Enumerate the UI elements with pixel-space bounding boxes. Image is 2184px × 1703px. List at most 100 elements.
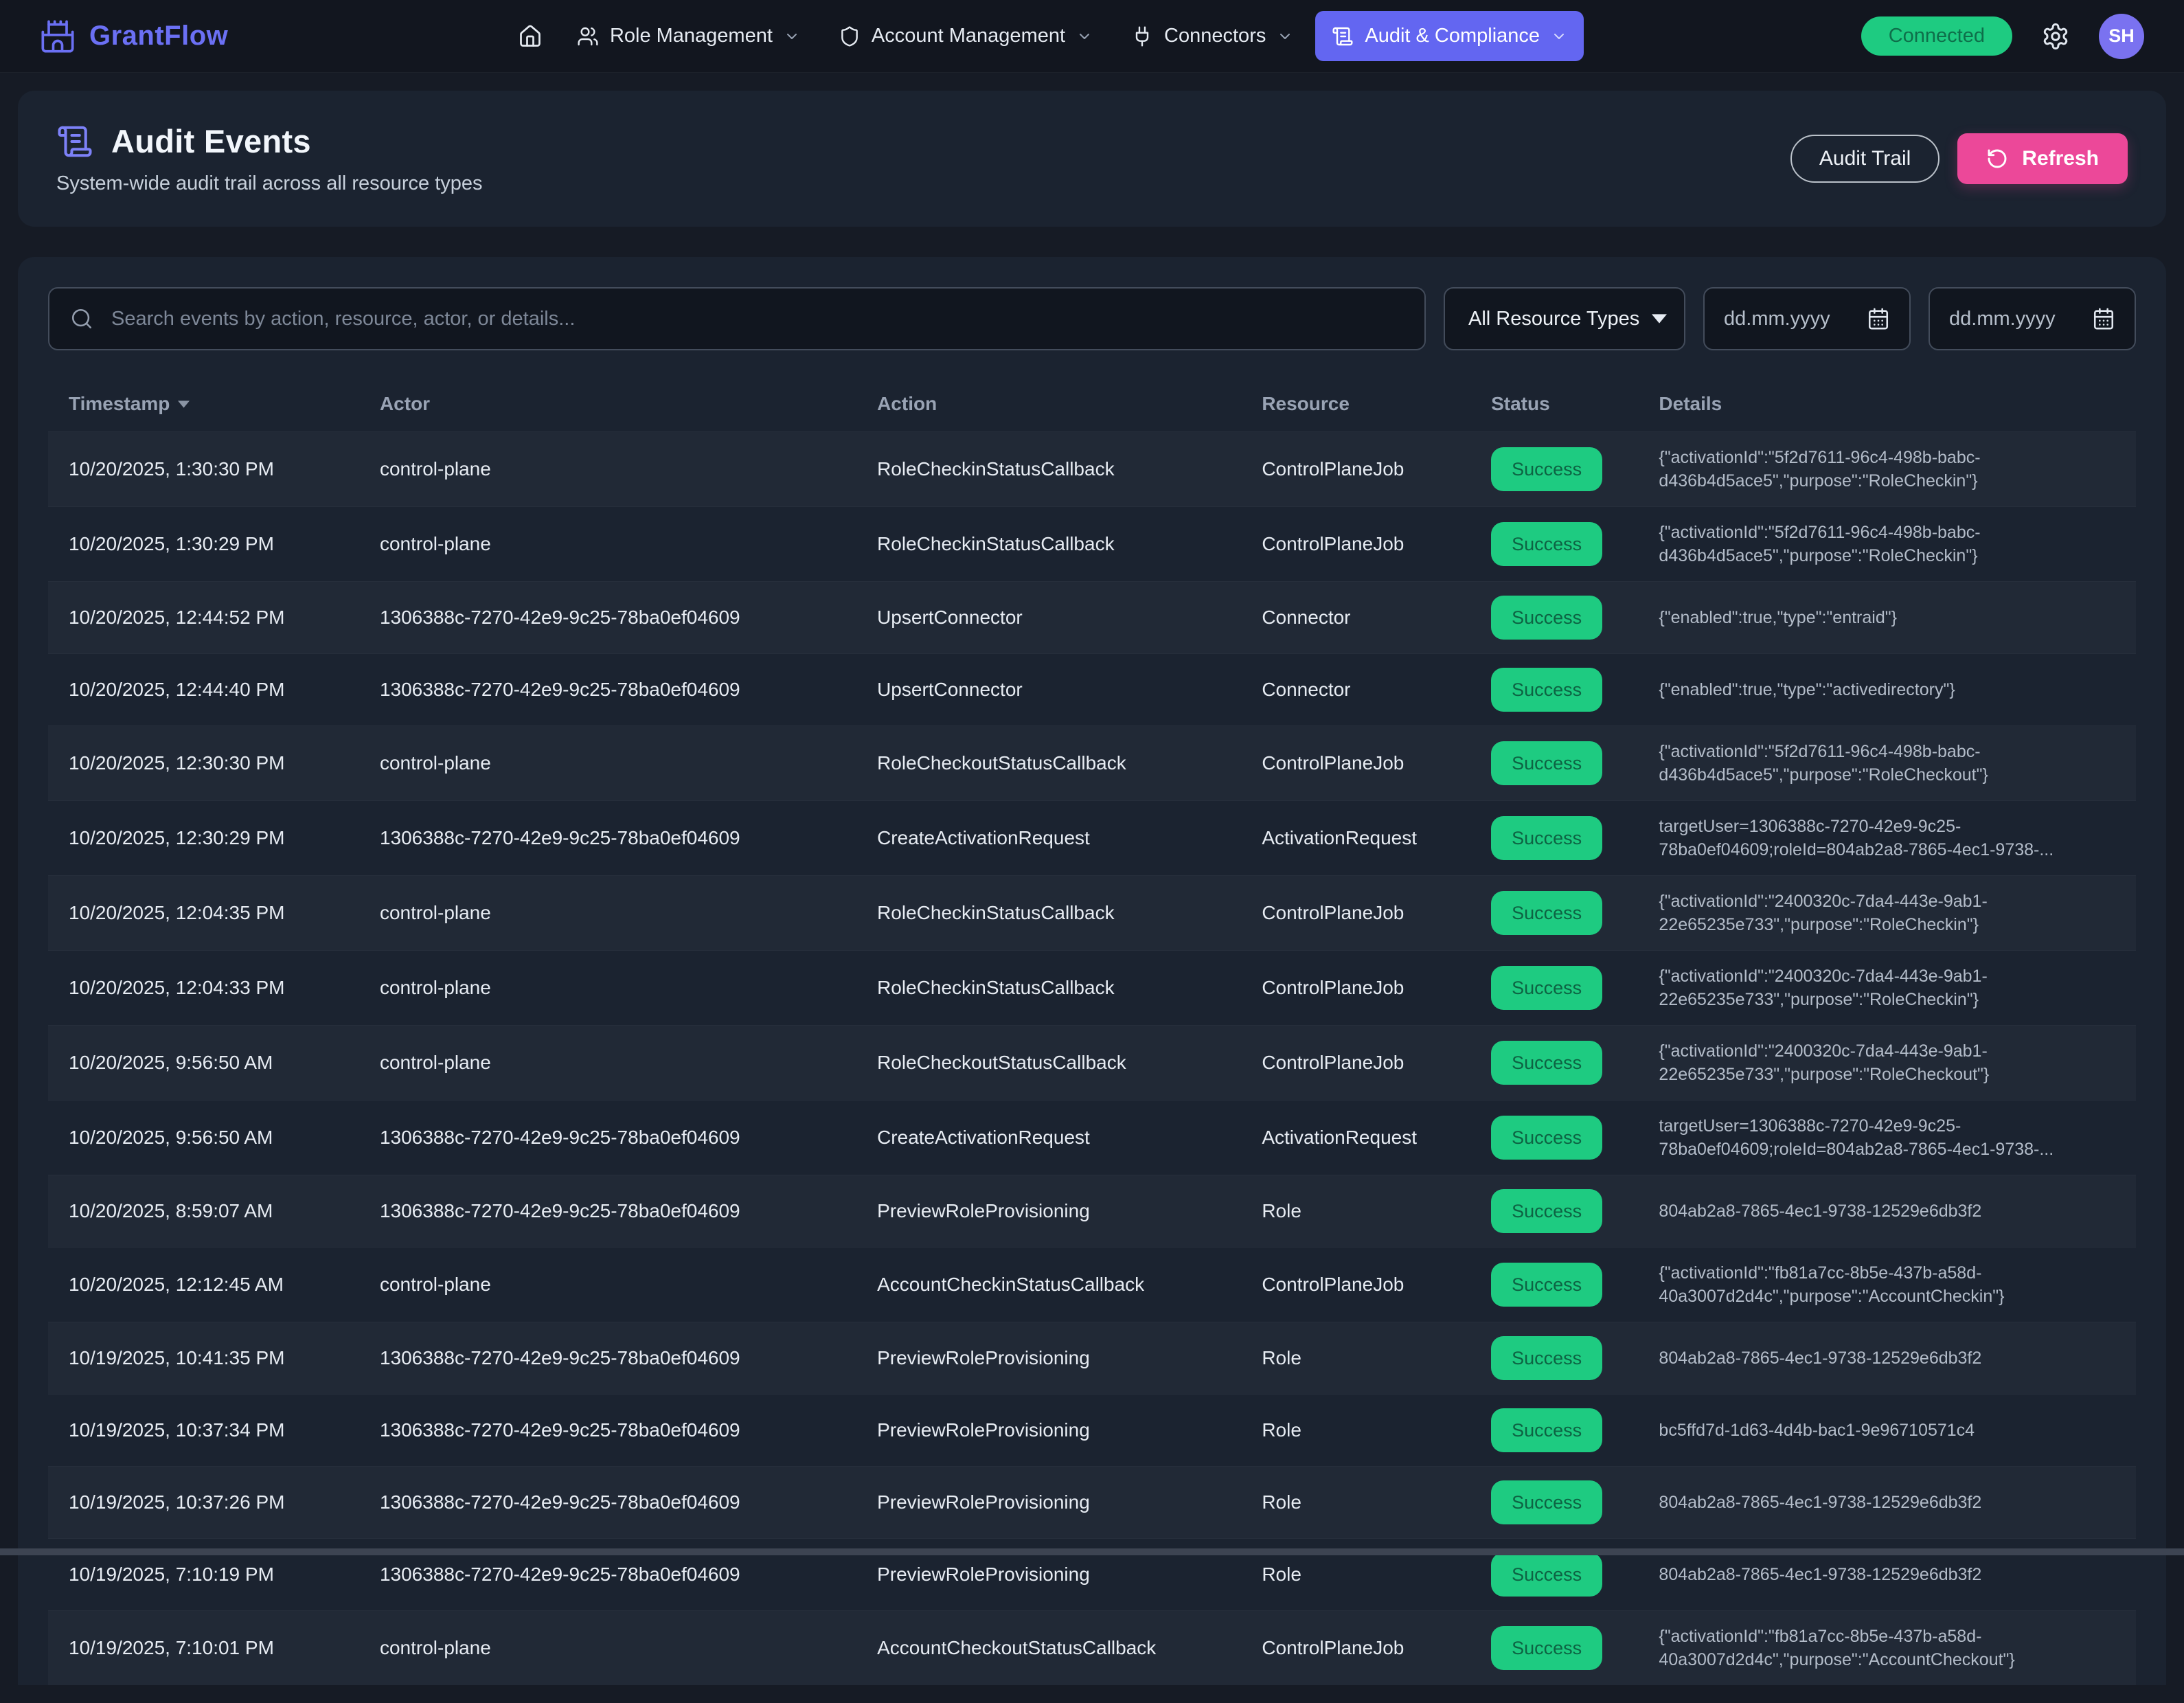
user-avatar[interactable]: SH — [2099, 14, 2144, 59]
search-box — [48, 287, 1426, 350]
column-header-resource: Resource — [1262, 393, 1491, 415]
cell-status: Success — [1491, 596, 1659, 640]
cell-action: CreateActivationRequest — [877, 1124, 1262, 1151]
status-badge: Success — [1491, 1626, 1602, 1670]
scroll-icon — [56, 123, 93, 160]
cell-timestamp: 10/19/2025, 7:10:01 PM — [69, 1634, 380, 1662]
cell-action: RoleCheckinStatusCallback — [877, 899, 1262, 927]
table-row: 10/20/2025, 12:12:45 AM control-plane Ac… — [48, 1247, 2136, 1322]
cell-actor: 1306388c-7270-42e9-9c25-78ba0ef04609 — [380, 676, 877, 703]
table-row: 10/20/2025, 9:56:50 AM 1306388c-7270-42e… — [48, 1100, 2136, 1175]
cell-resource: Role — [1262, 1344, 1491, 1372]
status-badge: Success — [1491, 1041, 1602, 1085]
horizontal-scrollbar[interactable] — [0, 1548, 2184, 1555]
cell-timestamp: 10/20/2025, 9:56:50 AM — [69, 1049, 380, 1076]
cell-timestamp: 10/19/2025, 10:37:34 PM — [69, 1417, 380, 1444]
nav-item-label: Account Management — [872, 25, 1065, 47]
cell-details: {"enabled":true,"type":"activedirectory"… — [1659, 678, 2115, 701]
cell-actor: control-plane — [380, 530, 877, 558]
cell-action: RoleCheckoutStatusCallback — [877, 1049, 1262, 1076]
brand-name: GrantFlow — [89, 21, 228, 52]
cell-resource: ActivationRequest — [1262, 1124, 1491, 1151]
status-badge: Success — [1491, 1480, 1602, 1524]
resource-type-select[interactable]: All Resource Types — [1444, 287, 1685, 350]
nav-right: Connected SH — [1861, 14, 2144, 59]
table-row: 10/20/2025, 12:44:40 PM 1306388c-7270-42… — [48, 653, 2136, 725]
cell-details: {"activationId":"5f2d7611-96c4-498b-babc… — [1659, 740, 2115, 787]
date-to-input[interactable]: dd.mm.yyyy — [1929, 287, 2136, 350]
refresh-button[interactable]: Refresh — [1957, 133, 2128, 184]
cell-resource: ControlPlaneJob — [1262, 455, 1491, 483]
cell-timestamp: 10/20/2025, 12:30:30 PM — [69, 749, 380, 777]
cell-action: CreateActivationRequest — [877, 824, 1262, 852]
status-badge: Success — [1491, 1553, 1602, 1597]
chevron-down-icon — [1076, 28, 1093, 45]
nav-item-connectors[interactable]: Connectors — [1115, 11, 1310, 61]
status-badge: Success — [1491, 668, 1602, 712]
refresh-icon — [1986, 148, 2008, 170]
filter-row: All Resource Types dd.mm.yyyy dd.mm.yyyy — [48, 287, 2136, 350]
cell-status: Success — [1491, 1336, 1659, 1380]
nav-item-account-management[interactable]: Account Management — [822, 11, 1109, 61]
status-badge: Success — [1491, 741, 1602, 785]
nav-item-audit-compliance[interactable]: Audit & Compliance — [1315, 11, 1584, 61]
column-header-status: Status — [1491, 393, 1659, 415]
cell-status: Success — [1491, 966, 1659, 1010]
brand-logo[interactable]: GrantFlow — [40, 19, 228, 54]
cell-details: 804ab2a8-7865-4ec1-9738-12529e6db3f2 — [1659, 1491, 2115, 1514]
nav-menu: Role Management Account Management Conne… — [505, 11, 1584, 61]
status-badge: Success — [1491, 1336, 1602, 1380]
cell-details: {"activationId":"2400320c-7da4-443e-9ab1… — [1659, 965, 2115, 1011]
column-header-timestamp[interactable]: Timestamp — [69, 393, 380, 415]
nav-item-label: Connectors — [1164, 25, 1266, 47]
settings-button[interactable] — [2041, 22, 2070, 51]
cell-action: AccountCheckinStatusCallback — [877, 1271, 1262, 1298]
page-title: Audit Events — [111, 122, 311, 160]
cell-timestamp: 10/20/2025, 12:12:45 AM — [69, 1271, 380, 1298]
cell-actor: 1306388c-7270-42e9-9c25-78ba0ef04609 — [380, 1197, 877, 1225]
column-header-details: Details — [1659, 393, 2115, 415]
home-icon — [518, 24, 543, 49]
nav-item-role-management[interactable]: Role Management — [560, 11, 817, 61]
table-row: 10/19/2025, 10:37:26 PM 1306388c-7270-42… — [48, 1466, 2136, 1538]
cell-status: Success — [1491, 1263, 1659, 1307]
connection-status-badge[interactable]: Connected — [1861, 16, 2012, 56]
cell-status: Success — [1491, 668, 1659, 712]
cell-status: Success — [1491, 1626, 1659, 1670]
resource-type-value: All Resource Types — [1468, 308, 1639, 330]
cell-actor: control-plane — [380, 974, 877, 1002]
page-title-row: Audit Events — [56, 122, 483, 160]
main-content: Audit Events System-wide audit trail acr… — [0, 73, 2184, 1703]
cell-timestamp: 10/19/2025, 10:41:35 PM — [69, 1344, 380, 1372]
audit-trail-button[interactable]: Audit Trail — [1790, 135, 1940, 183]
cell-status: Success — [1491, 1553, 1659, 1597]
cell-actor: 1306388c-7270-42e9-9c25-78ba0ef04609 — [380, 1124, 877, 1151]
table-row: 10/20/2025, 12:04:33 PM control-plane Ro… — [48, 950, 2136, 1025]
cell-status: Success — [1491, 1408, 1659, 1452]
cell-actor: 1306388c-7270-42e9-9c25-78ba0ef04609 — [380, 1417, 877, 1444]
cell-actor: control-plane — [380, 455, 877, 483]
cell-actor: 1306388c-7270-42e9-9c25-78ba0ef04609 — [380, 824, 877, 852]
date-from-input[interactable]: dd.mm.yyyy — [1703, 287, 1911, 350]
cell-details: 804ab2a8-7865-4ec1-9738-12529e6db3f2 — [1659, 1346, 2115, 1370]
refresh-button-label: Refresh — [2022, 147, 2099, 170]
cell-status: Success — [1491, 1041, 1659, 1085]
table-row: 10/20/2025, 1:30:29 PM control-plane Rol… — [48, 506, 2136, 581]
cell-action: PreviewRoleProvisioning — [877, 1417, 1262, 1444]
status-badge: Success — [1491, 1263, 1602, 1307]
calendar-icon[interactable] — [2092, 307, 2115, 330]
cell-actor: 1306388c-7270-42e9-9c25-78ba0ef04609 — [380, 1344, 877, 1372]
shield-icon — [839, 25, 861, 47]
calendar-icon[interactable] — [1867, 307, 1890, 330]
search-input[interactable] — [111, 308, 1404, 330]
cell-details: 804ab2a8-7865-4ec1-9738-12529e6db3f2 — [1659, 1563, 2115, 1586]
cell-details: {"activationId":"fb81a7cc-8b5e-437b-a58d… — [1659, 1261, 2115, 1308]
home-nav-button[interactable] — [505, 12, 555, 61]
cell-actor: control-plane — [380, 1634, 877, 1662]
cell-status: Success — [1491, 1480, 1659, 1524]
sort-desc-icon — [178, 400, 190, 409]
table-header-row: Timestamp Actor Action Resource Status D… — [48, 376, 2136, 431]
status-badge: Success — [1491, 816, 1602, 860]
status-badge: Success — [1491, 1189, 1602, 1233]
cell-actor: control-plane — [380, 899, 877, 927]
